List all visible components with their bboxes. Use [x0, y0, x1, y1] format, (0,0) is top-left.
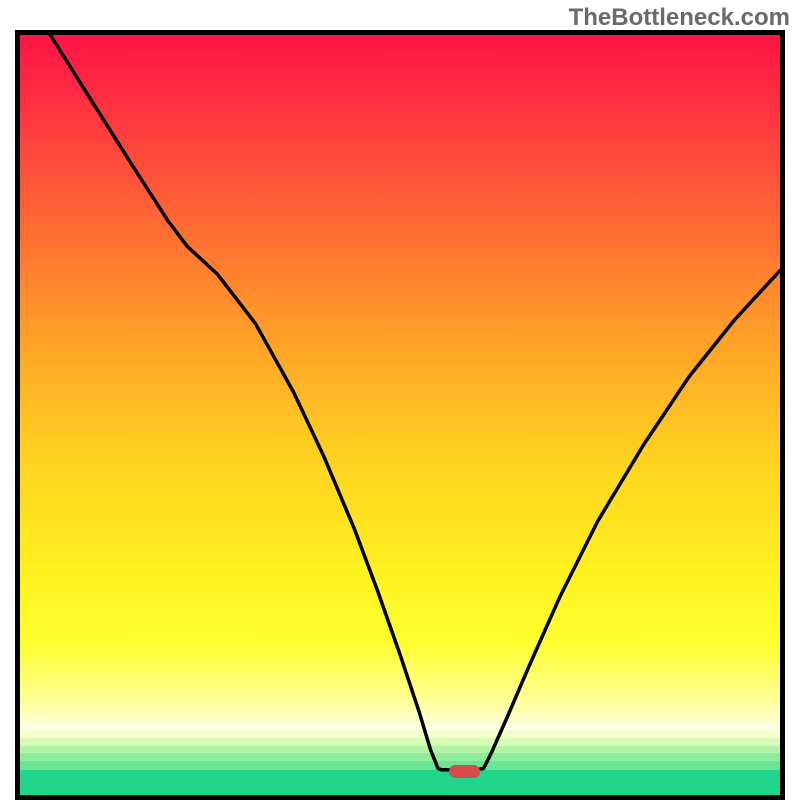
chart-frame: [15, 30, 785, 800]
watermark-text: TheBottleneck.com: [569, 4, 790, 32]
sweet-spot-marker: [449, 765, 479, 779]
chart-container: TheBottleneck.com: [0, 0, 800, 800]
bottleneck-curve: [20, 35, 780, 795]
curve-path: [50, 35, 780, 770]
